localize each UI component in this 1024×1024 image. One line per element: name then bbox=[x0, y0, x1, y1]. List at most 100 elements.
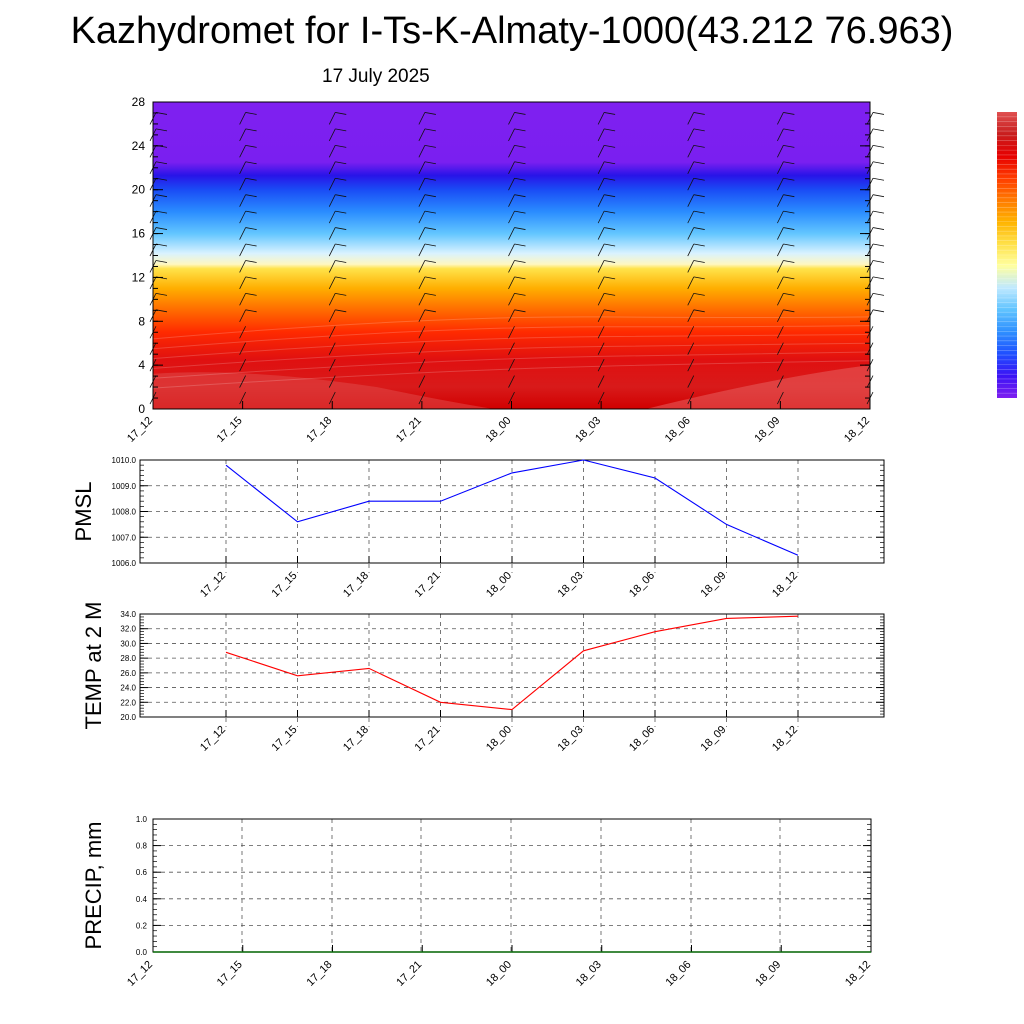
wind-barb bbox=[328, 210, 336, 224]
y-tick-label: 34.0 bbox=[120, 610, 136, 619]
wind-barb-flag bbox=[245, 210, 257, 214]
wind-barb bbox=[777, 276, 784, 290]
wind-barb bbox=[328, 326, 336, 339]
wind-barb-flag bbox=[424, 128, 436, 132]
wind-barb-flag bbox=[424, 292, 436, 296]
x-tick-label: 18_03 bbox=[556, 724, 586, 754]
colorbar-fill bbox=[997, 112, 1017, 398]
wind-barb-flag bbox=[783, 112, 795, 115]
contour-line bbox=[153, 316, 870, 340]
wind-barb-flag bbox=[604, 144, 616, 148]
wind-barb-flag bbox=[424, 309, 436, 313]
wind-barb bbox=[328, 178, 336, 191]
wind-barb-flag bbox=[514, 194, 526, 198]
wind-barb-flag bbox=[514, 309, 526, 313]
wind-barb bbox=[239, 260, 246, 273]
wind-barb bbox=[508, 391, 515, 405]
wind-barb bbox=[597, 358, 605, 372]
wind-barb bbox=[777, 326, 784, 339]
wind-barb bbox=[508, 128, 515, 142]
wind-barb bbox=[687, 128, 695, 142]
wind-barb bbox=[687, 375, 695, 388]
y-tick-label: 32.0 bbox=[120, 625, 136, 634]
wind-barb-flag bbox=[604, 128, 616, 132]
wind-barb-flag bbox=[783, 177, 795, 181]
x-tick-label: 17_15 bbox=[215, 959, 245, 989]
wind-barb bbox=[777, 260, 784, 273]
x-tick-label: 18_06 bbox=[664, 959, 694, 989]
y-tick-label: 30.0 bbox=[120, 639, 136, 648]
wind-barb-flag bbox=[424, 144, 436, 148]
wind-barb-flag bbox=[872, 177, 885, 181]
wind-barb-flag bbox=[872, 112, 885, 115]
wind-barb-flag bbox=[514, 260, 526, 263]
wind-barb bbox=[418, 194, 426, 207]
temp-series-line bbox=[225, 615, 799, 711]
wind-barb bbox=[777, 178, 784, 191]
wind-barb bbox=[508, 227, 515, 240]
wind-barb bbox=[508, 112, 515, 125]
wind-barb bbox=[687, 161, 695, 174]
wind-barb-flag bbox=[335, 292, 347, 296]
wind-barb bbox=[418, 276, 426, 290]
low-level-pockets bbox=[153, 316, 870, 409]
warm-pocket-left bbox=[153, 372, 494, 409]
x-tick-label: 17_18 bbox=[304, 415, 334, 445]
wind-barb-flag bbox=[424, 177, 436, 181]
wind-barb-flag bbox=[514, 276, 526, 280]
y-tick-label: 0 bbox=[138, 402, 145, 416]
wind-barb bbox=[597, 243, 605, 257]
cross-section-panel: 0 4 8 12 16 20 24 28 17_12 17_15 17_18 17_21 18_00 18… bbox=[125, 95, 885, 445]
wind-barb bbox=[508, 276, 515, 290]
wind-barb bbox=[508, 178, 515, 191]
x-tick-label: 17_12 bbox=[125, 959, 155, 989]
wind-barb-flag bbox=[783, 260, 795, 263]
wind-barb-flag bbox=[424, 260, 436, 263]
contour-line bbox=[153, 342, 870, 369]
contour-line bbox=[153, 325, 870, 350]
wind-barb bbox=[687, 293, 695, 306]
wind-barb bbox=[597, 326, 605, 339]
wind-barb-flag bbox=[245, 243, 257, 247]
wind-barb bbox=[239, 112, 246, 125]
wind-barb bbox=[418, 391, 426, 405]
x-tick-label: 18_00 bbox=[484, 415, 514, 445]
x-tick-label: 18_12 bbox=[770, 724, 800, 754]
wind-barb bbox=[239, 309, 246, 322]
wind-barb-flag bbox=[335, 210, 347, 214]
wind-barb-flag bbox=[604, 309, 616, 313]
wind-barb-flag bbox=[783, 276, 795, 280]
wind-barb-flag bbox=[245, 194, 257, 198]
wind-barb-flag bbox=[872, 227, 885, 230]
pmsl-panel: 1006.0 1007.0 1008.0 1009.0 1010.0 17_12 17_15… bbox=[71, 456, 885, 600]
wind-barb-flag bbox=[155, 292, 168, 296]
wind-barb bbox=[418, 326, 426, 339]
wind-barb-flag bbox=[245, 144, 257, 148]
x-tick-label: 18_00 bbox=[484, 959, 514, 989]
wind-barb bbox=[777, 145, 784, 158]
y-tick-label: 22.0 bbox=[120, 698, 136, 707]
wind-barb bbox=[597, 227, 605, 240]
wind-barb-flag bbox=[604, 177, 616, 181]
wind-barb-flag bbox=[514, 227, 526, 230]
wind-barb-flag bbox=[604, 227, 616, 230]
wind-barb-flag bbox=[693, 243, 705, 247]
wind-barb bbox=[418, 309, 426, 322]
wind-barb-flag bbox=[872, 194, 885, 198]
wind-barb bbox=[777, 243, 784, 257]
wind-barb bbox=[687, 145, 695, 158]
wind-barb bbox=[328, 194, 336, 207]
wind-barb-flag bbox=[783, 161, 795, 165]
wind-barb-flag bbox=[155, 260, 168, 263]
cross-section-field bbox=[153, 102, 870, 409]
wind-barb bbox=[418, 112, 426, 125]
wind-barb-flag bbox=[155, 128, 168, 132]
wind-barb-flag bbox=[604, 161, 616, 165]
wind-barb bbox=[777, 194, 784, 207]
wind-barb bbox=[328, 342, 336, 355]
wind-barb bbox=[239, 161, 246, 174]
wind-barb bbox=[239, 375, 246, 388]
wind-barb bbox=[597, 161, 605, 174]
wind-barb bbox=[239, 178, 246, 191]
wind-barb bbox=[777, 391, 784, 405]
